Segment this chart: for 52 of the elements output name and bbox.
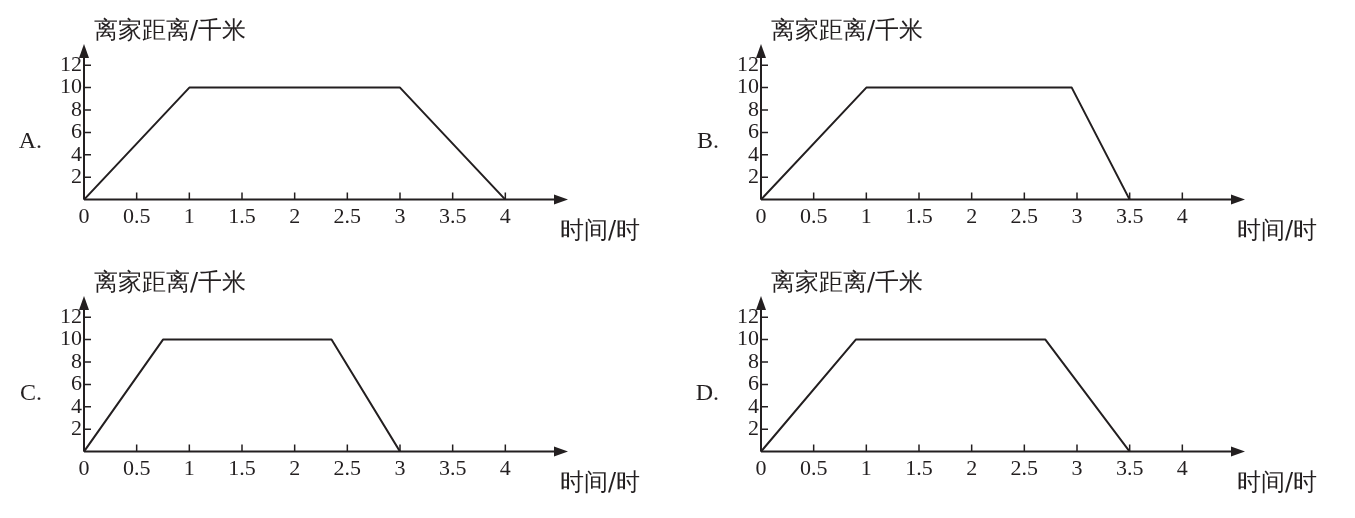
x-tick-label: 1.5: [228, 454, 256, 480]
x-tick-label: 2.5: [333, 454, 362, 480]
text: C.: [19, 379, 42, 406]
x-tick-label: 4: [1176, 202, 1188, 228]
y-tick-label: 12: [737, 50, 759, 76]
x-tick-label: 2.5: [333, 202, 362, 228]
y-axis-title: 离家距离/千米: [771, 16, 924, 45]
x-tick-label: 3.5: [1115, 454, 1144, 480]
x-tick-label: 0.5: [799, 454, 828, 480]
x-tick-label: 0.5: [122, 202, 151, 228]
x-tick-label: 0: [755, 202, 767, 228]
x-tick-label: 1: [183, 454, 195, 480]
x-tick-label: 3: [1071, 202, 1083, 228]
text: A.: [18, 127, 42, 154]
x-tick-label: 3.5: [438, 454, 467, 480]
x-tick-label: 1.5: [905, 202, 933, 228]
x-tick-label: 0: [755, 454, 767, 480]
text: B.: [696, 127, 719, 154]
y-axis-title: 离家距离/千米: [771, 268, 924, 297]
x-tick-label: 2.5: [1010, 202, 1039, 228]
y-axis-title: 离家距离/千米: [94, 268, 247, 297]
x-tick-label: 2: [966, 202, 978, 228]
x-tick-label: 1: [860, 202, 872, 228]
x-tick-label: 2.5: [1010, 454, 1039, 480]
x-tick-label: 3: [1071, 454, 1083, 480]
x-tick-label: 2: [966, 454, 978, 480]
x-tick-label: 0.5: [122, 454, 151, 480]
x-tick-label: 1: [183, 202, 195, 228]
x-axis-title: 时间/时: [560, 467, 641, 496]
x-tick-label: 2: [289, 202, 301, 228]
x-tick-label: 2: [289, 454, 301, 480]
y-tick-label: 12: [737, 302, 759, 328]
x-tick-label: 3.5: [438, 202, 467, 228]
y-tick-label: 12: [60, 302, 82, 328]
x-tick-label: 1.5: [905, 454, 933, 480]
x-tick-label: 3: [394, 202, 406, 228]
x-axis-title: 时间/时: [560, 215, 641, 244]
y-tick-label: 12: [60, 50, 82, 76]
x-tick-label: 1.5: [228, 202, 256, 228]
y-axis-title: 离家距离/千米: [94, 16, 247, 45]
x-axis-title: 时间/时: [1237, 215, 1318, 244]
x-axis-title: 时间/时: [1237, 467, 1318, 496]
x-tick-label: 0.5: [799, 202, 828, 228]
x-tick-label: 4: [499, 202, 511, 228]
x-tick-label: 0: [78, 454, 90, 480]
x-tick-label: 4: [499, 454, 511, 480]
x-tick-label: 4: [1176, 454, 1188, 480]
x-tick-label: 0: [78, 202, 90, 228]
x-tick-label: 3.5: [1115, 202, 1144, 228]
x-tick-label: 1: [860, 454, 872, 480]
text: D.: [695, 379, 719, 406]
x-tick-label: 3: [394, 454, 406, 480]
